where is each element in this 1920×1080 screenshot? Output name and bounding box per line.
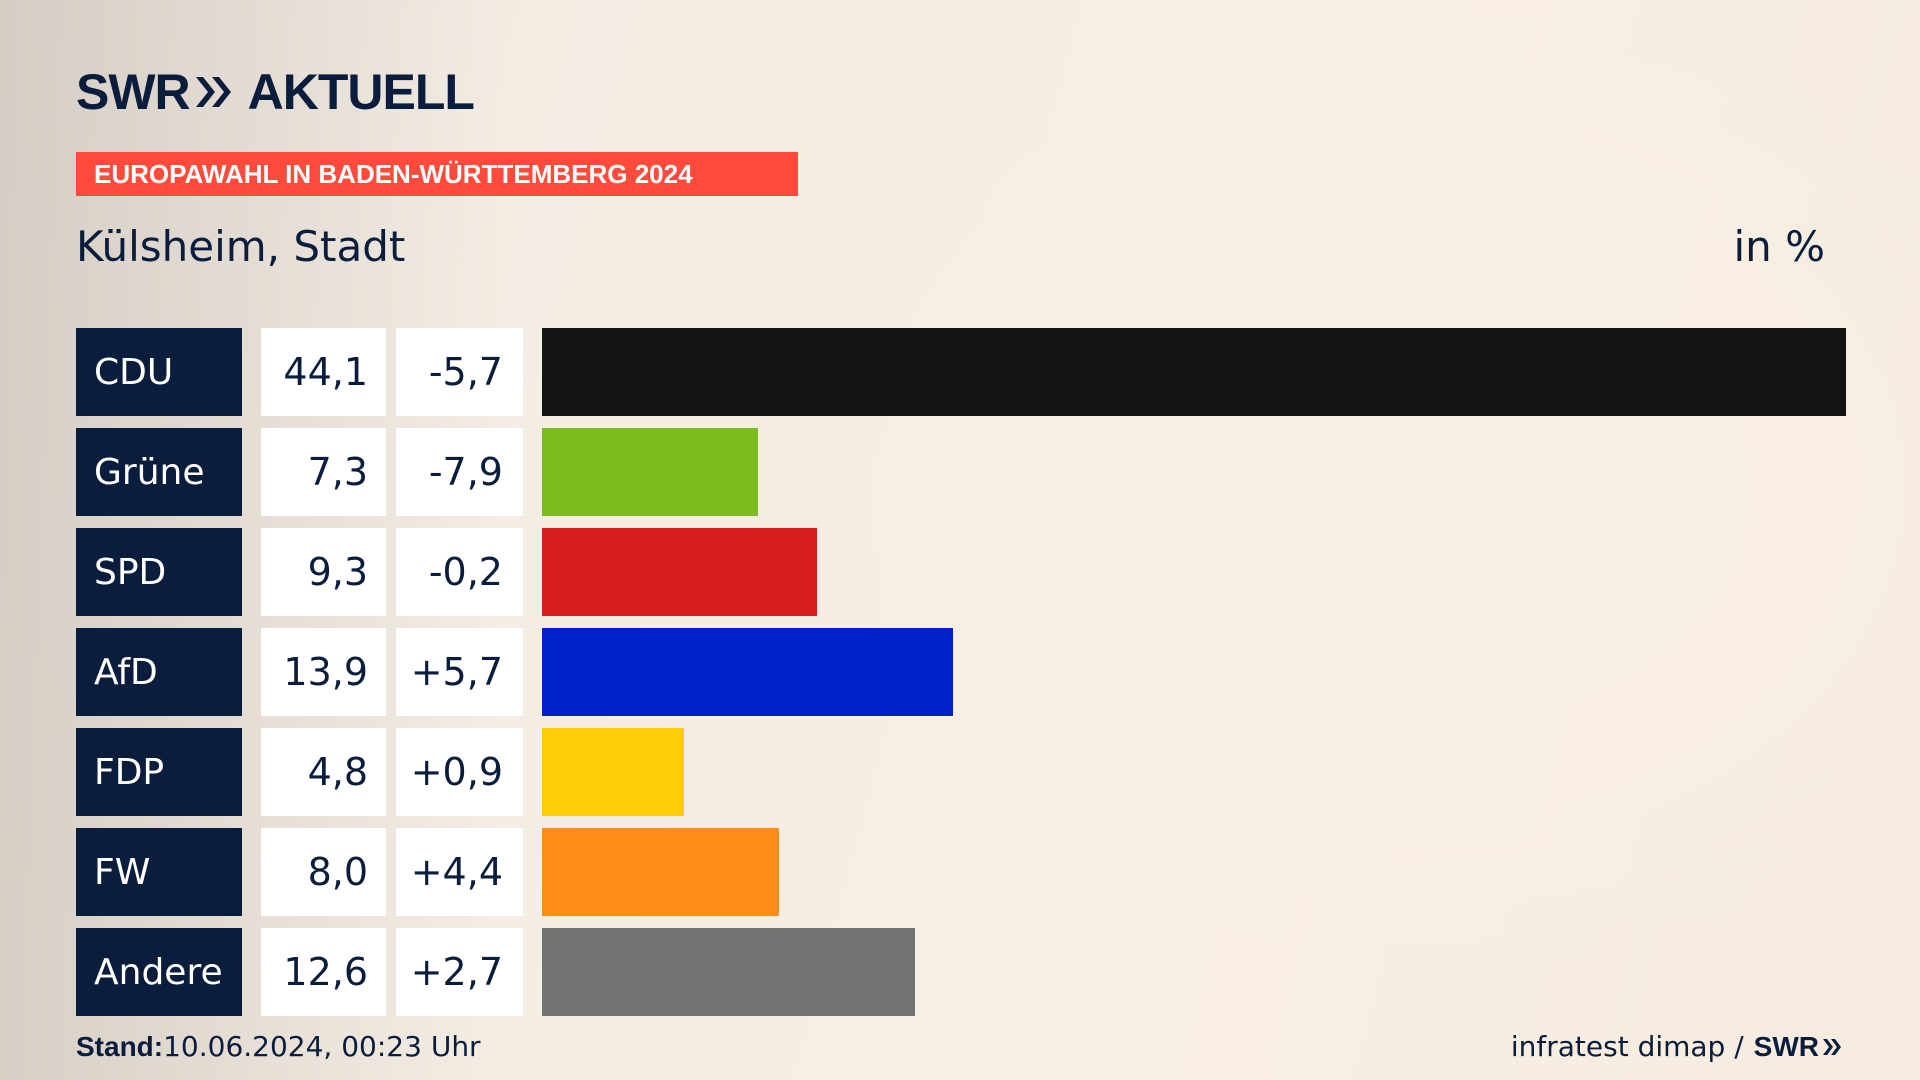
vote-share-change: +0,9 [396,728,523,816]
result-row: CDU 44,1 -5,7 [76,328,1846,416]
vote-share-value: 44,1 [261,328,386,416]
timestamp: Stand:10.06.2024, 00:23 Uhr [76,1030,481,1063]
brand-swr: SWR [76,64,191,120]
bar-spd [542,528,817,616]
brand-aktuell: AKTUELL [247,64,475,120]
result-row: AfD 13,9 +5,7 [76,628,1846,716]
result-row: FW 8,0 +4,4 [76,828,1846,916]
vote-share-change: +5,7 [396,628,523,716]
vote-share-value: 12,6 [261,928,386,1016]
double-chevron-icon [195,77,231,107]
unit-label: in % [1733,222,1825,271]
vote-share-value: 9,3 [261,528,386,616]
source-text: infratest dimap / [1510,1030,1744,1063]
result-row: Grüne 7,3 -7,9 [76,428,1846,516]
stand-value: 10.06.2024, 00:23 Uhr [163,1030,481,1063]
stand-label: Stand: [76,1031,164,1062]
party-label: Grüne [76,428,242,516]
chart-subtitle: Külsheim, Stadt [76,222,406,271]
vote-share-value: 8,0 [261,828,386,916]
result-row: Andere 12,6 +2,7 [76,928,1846,1016]
vote-share-value: 7,3 [261,428,386,516]
result-row: SPD 9,3 -0,2 [76,528,1846,616]
party-label: CDU [76,328,242,416]
vote-share-change: -0,2 [396,528,523,616]
bar-cdu [542,328,1846,416]
vote-share-value: 4,8 [261,728,386,816]
bar-afd [542,628,953,716]
party-label: AfD [76,628,242,716]
vote-share-change: +4,4 [396,828,523,916]
vote-share-change: +2,7 [396,928,523,1016]
double-chevron-icon [1823,1038,1841,1055]
party-label: Andere [76,928,242,1016]
bar-fw [542,828,779,916]
result-row: FDP 4,8 +0,9 [76,728,1846,816]
election-banner: EUROPAWAHL IN BADEN-WÜRTTEMBERG 2024 [76,152,798,196]
bar-grüne [542,428,758,516]
party-label: SPD [76,528,242,616]
source-brand-label: SWR [1753,1030,1819,1062]
vote-share-change: -5,7 [396,328,523,416]
party-label: FW [76,828,242,916]
party-label: FDP [76,728,242,816]
swr-aktuell-logo: SWR AKTUELL [76,62,475,122]
source-credit: infratest dimap / SWR [1511,1030,1842,1063]
source-brand: SWR [1754,1031,1842,1063]
vote-share-change: -7,9 [396,428,523,516]
vote-share-value: 13,9 [261,628,386,716]
bar-andere [542,928,915,1016]
bar-fdp [542,728,684,816]
